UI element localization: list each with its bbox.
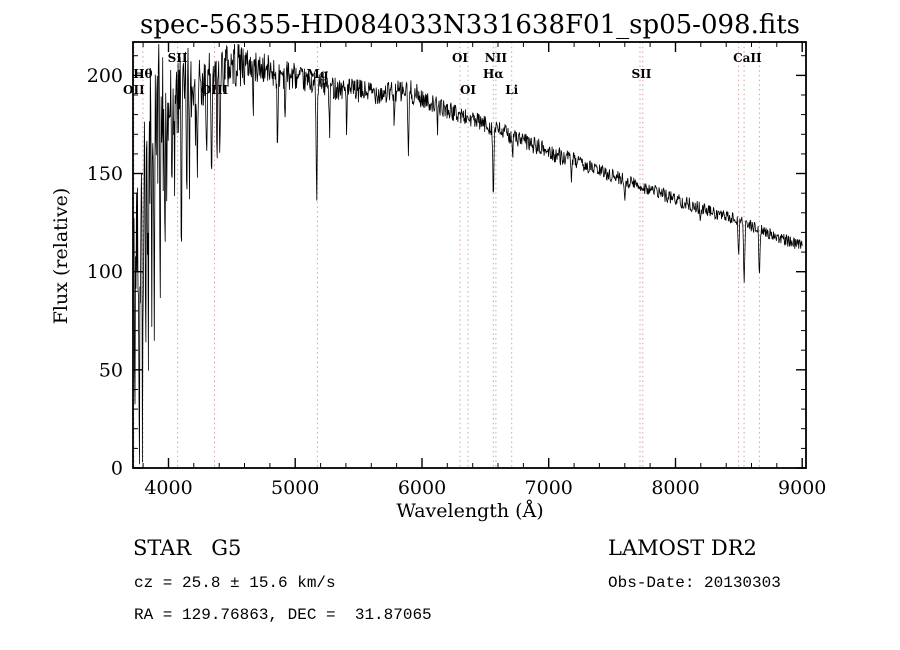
spectral-line-label: OI xyxy=(452,51,468,65)
plot-title: spec-56355-HD084033N331638F01_sp05-098.f… xyxy=(140,10,800,40)
flux-axis-label: Flux (relative) xyxy=(50,187,72,325)
x-tick-label: 5000 xyxy=(271,477,319,499)
y-tick-label: 200 xyxy=(87,65,123,87)
cz-text: cz = 25.8 ± 15.6 km/s xyxy=(134,574,336,592)
spectral-line-label: CaII xyxy=(733,51,762,65)
obs-date-text: Obs-Date: 20130303 xyxy=(608,574,781,592)
classification-text: STAR G5 xyxy=(133,536,242,560)
coords-text: RA = 129.76863, DEC = 31.87065 xyxy=(134,606,432,624)
spectral-line-label: SII xyxy=(631,67,651,81)
spectral-line-label: NII xyxy=(485,51,508,65)
plot-frame xyxy=(132,41,807,469)
spectral-line-label: OI xyxy=(460,83,476,97)
y-tick-label: 0 xyxy=(111,458,123,480)
spectral-line-label: Li xyxy=(505,83,518,97)
survey-text: LAMOST DR2 xyxy=(608,536,757,560)
spectral-line-label: Hθ xyxy=(133,67,152,81)
y-tick-label: 100 xyxy=(87,261,123,283)
x-tick-label: 6000 xyxy=(398,477,446,499)
y-tick-label: 50 xyxy=(99,359,123,381)
y-tick-label: 150 xyxy=(87,163,123,185)
x-tick-label: 9000 xyxy=(778,477,826,499)
spectral-line-label: Hα xyxy=(483,67,504,81)
spectrum-curve xyxy=(133,43,803,465)
x-tick-label: 4000 xyxy=(144,477,192,499)
spectral-line-label: SII xyxy=(168,51,188,65)
x-tick-label: 7000 xyxy=(525,477,573,499)
spectral-line-label: OII xyxy=(123,83,145,97)
wavelength-axis-label: Wavelength (Å) xyxy=(396,500,544,522)
x-tick-label: 8000 xyxy=(651,477,699,499)
